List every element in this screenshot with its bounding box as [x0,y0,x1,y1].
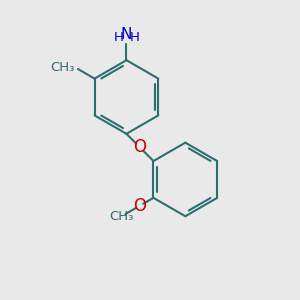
Text: H: H [130,31,140,44]
Text: O: O [133,197,146,215]
Text: CH₃: CH₃ [110,210,134,223]
Text: O: O [134,138,146,156]
Text: N: N [121,27,132,42]
Text: H: H [113,31,123,44]
Text: CH₃: CH₃ [50,61,74,74]
